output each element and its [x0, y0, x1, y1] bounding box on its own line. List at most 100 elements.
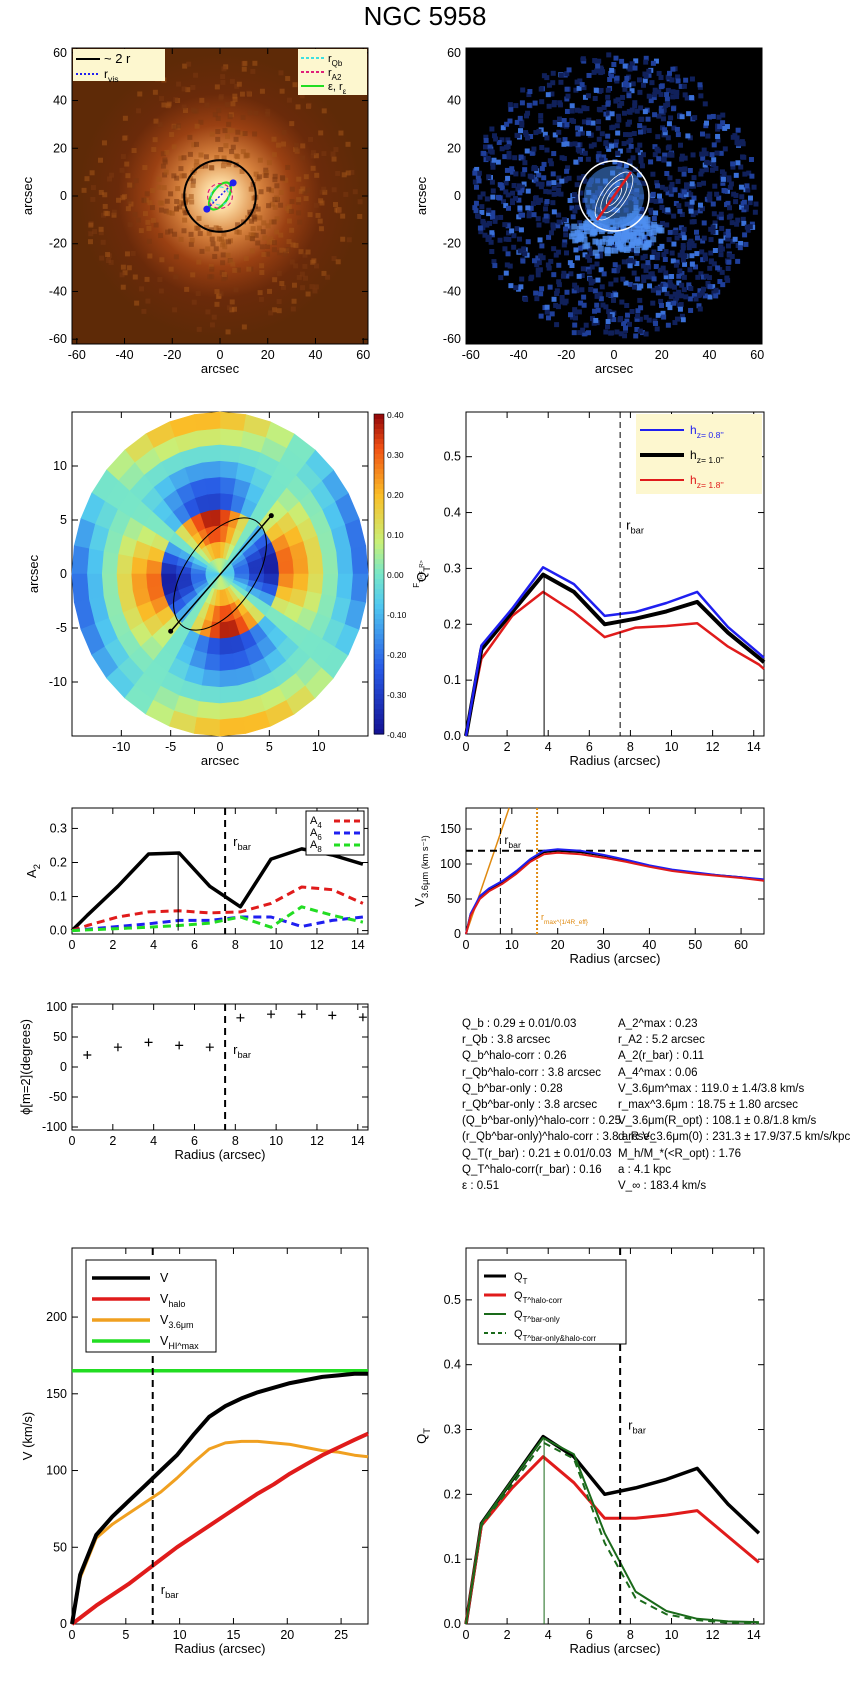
noise-pixel [659, 302, 665, 308]
noise-pixel [643, 73, 649, 79]
noise-pixel [724, 124, 730, 130]
noise-pixel [568, 271, 574, 277]
noise-pixel [160, 151, 166, 157]
colorbar-cell [374, 594, 384, 600]
noise-pixel [475, 213, 481, 219]
noise-pixel [240, 114, 246, 120]
noise-pixel [539, 286, 545, 292]
x-tick-label: 8 [232, 938, 239, 952]
noise-pixel [671, 106, 677, 112]
colorbar-cell [374, 449, 384, 455]
noise-pixel [691, 293, 697, 299]
noise-pixel [139, 286, 145, 292]
noise-pixel [643, 314, 649, 320]
noise-pixel [152, 89, 158, 95]
noise-pixel [333, 147, 339, 153]
noise-pixel [159, 257, 165, 263]
noise-pixel [585, 266, 591, 272]
x-tick-label: 4 [545, 740, 552, 754]
noise-pixel [595, 125, 601, 131]
noise-pixel [686, 245, 692, 251]
noise-pixel [252, 216, 258, 222]
y-tick-label: 100 [440, 857, 461, 871]
noise-pixel [576, 309, 582, 315]
inner-gradient-line [465, 807, 510, 935]
legend-entry: Vhalo [160, 1292, 185, 1309]
noise-pixel [239, 168, 245, 174]
noise-pixel [560, 273, 566, 279]
amplitude-line [71, 885, 364, 933]
noise-pixel [177, 204, 183, 210]
noise-pixel [635, 308, 641, 314]
noise-pixel [551, 209, 557, 215]
noise-pixel [220, 260, 226, 266]
noise-pixel [598, 267, 604, 273]
noise-pixel [590, 120, 596, 126]
noise-pixel [195, 291, 201, 297]
noise-pixel [196, 326, 202, 332]
arm-pixel [638, 232, 645, 239]
noise-pixel [682, 166, 688, 172]
noise-pixel [345, 141, 351, 147]
noise-pixel [664, 291, 670, 297]
noise-pixel [699, 151, 705, 157]
legend-entry: VHI^max [160, 1334, 199, 1351]
noise-pixel [478, 229, 484, 235]
force-cell [193, 717, 221, 737]
noise-pixel [749, 173, 755, 179]
noise-pixel [608, 143, 614, 149]
noise-pixel [172, 307, 178, 313]
noise-pixel [722, 188, 728, 194]
noise-pixel [278, 70, 284, 76]
noise-pixel [627, 158, 633, 164]
arm-pixel [620, 223, 627, 230]
noise-pixel [694, 235, 700, 241]
noise-pixel [630, 259, 636, 265]
noise-pixel [357, 199, 363, 205]
noise-pixel [229, 128, 235, 134]
rbar-circle [183, 159, 257, 233]
noise-pixel [697, 202, 703, 208]
noise-pixel [727, 205, 733, 211]
arm-pixel [571, 223, 578, 230]
colorbar-cell [374, 589, 384, 595]
noise-pixel [582, 94, 588, 100]
noise-pixel [637, 297, 643, 303]
noise-pixel [655, 290, 661, 296]
noise-pixel [225, 329, 231, 335]
noise-pixel [194, 141, 200, 147]
noise-pixel [490, 194, 496, 200]
noise-pixel [677, 142, 683, 148]
phase-point [236, 1013, 245, 1022]
y-tick-label: 0.5 [444, 1293, 461, 1307]
noise-pixel [178, 155, 184, 161]
arm-pixel [636, 238, 643, 245]
parameter-entry: Q_T(r_bar) : 0.21 ± 0.01/0.03 [462, 1147, 612, 1160]
parameter-entry: r_Qb^bar-only : 3.8 arcsec [462, 1099, 598, 1111]
x-tick-label: -40 [115, 348, 133, 362]
noise-pixel [593, 87, 599, 93]
noise-pixel [88, 231, 94, 237]
noise-pixel [658, 105, 664, 111]
force-cell [201, 669, 221, 688]
colorbar-cell [374, 629, 384, 635]
noise-pixel [172, 231, 178, 237]
colorbar-cell [374, 569, 384, 575]
noise-pixel [142, 165, 148, 171]
noise-pixel [656, 193, 662, 199]
noise-pixel [499, 146, 505, 152]
noise-pixel [98, 157, 104, 163]
noise-pixel [496, 139, 502, 145]
noise-pixel [681, 83, 687, 89]
noise-pixel [632, 103, 638, 109]
noise-pixel [511, 244, 517, 250]
noise-pixel [505, 205, 511, 211]
noise-pixel [726, 214, 732, 220]
x-tick-label: 6 [586, 740, 593, 754]
noise-pixel [151, 147, 157, 153]
noise-pixel [564, 122, 570, 128]
noise-pixel [743, 241, 749, 247]
noise-pixel [276, 308, 282, 314]
noise-pixel [635, 147, 641, 153]
